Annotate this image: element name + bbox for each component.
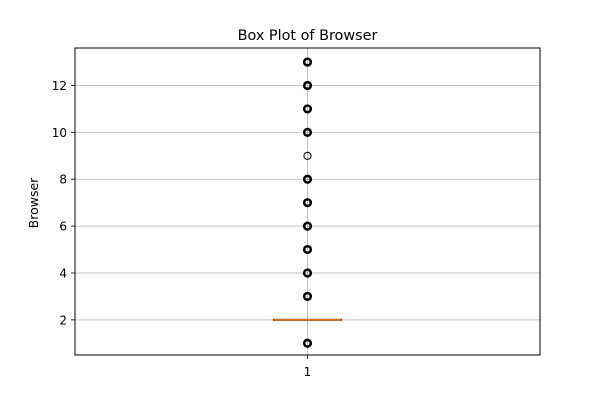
outlier-point xyxy=(302,127,313,137)
outlier-point xyxy=(302,291,313,302)
outlier-point xyxy=(302,174,313,184)
outlier-point xyxy=(303,151,312,160)
outlier-point xyxy=(302,221,313,231)
y-tick-label: 4 xyxy=(59,266,67,280)
y-axis-label: Browser xyxy=(26,177,41,229)
grid-layer xyxy=(75,48,540,355)
outlier-point xyxy=(302,198,313,208)
y-tick-label: 6 xyxy=(59,220,67,234)
outlier-point xyxy=(302,244,313,255)
outlier-point xyxy=(302,268,313,278)
y-tick-label: 12 xyxy=(52,79,67,93)
y-tick-label: 10 xyxy=(52,126,67,140)
outlier-point xyxy=(302,338,313,348)
outlier-point xyxy=(302,57,313,67)
tick-layer: 2 4 6 8 10 12 1 xyxy=(52,79,312,379)
y-tick-label: 2 xyxy=(59,313,67,327)
chart-title: Box Plot of Browser xyxy=(238,28,378,44)
outlier-point xyxy=(302,80,313,91)
x-tick-label: 1 xyxy=(304,365,312,379)
outlier-point xyxy=(302,104,313,114)
plot-layer xyxy=(273,57,342,348)
y-tick-label: 8 xyxy=(59,173,67,187)
